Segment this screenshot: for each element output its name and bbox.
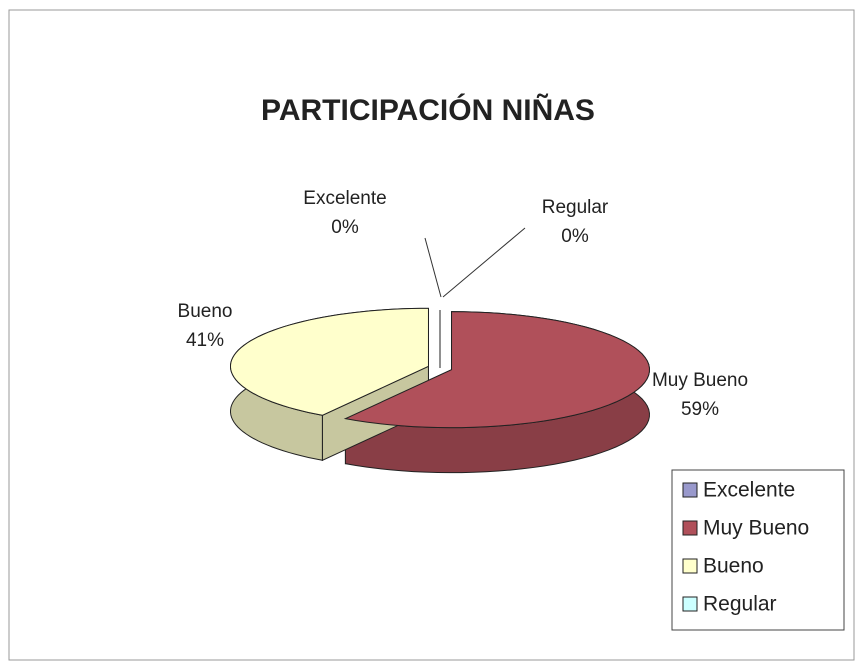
data-label-value: 0% xyxy=(561,226,589,247)
data-label-name: Excelente xyxy=(303,188,386,209)
legend-box xyxy=(671,469,845,631)
data-label-value: 41% xyxy=(186,330,224,351)
slice xyxy=(343,311,650,429)
data-label-name: Bueno xyxy=(178,301,233,322)
leader-line xyxy=(442,227,526,298)
data-label-value: 59% xyxy=(681,399,719,420)
legend-swatch xyxy=(682,520,698,536)
legend-label: Bueno xyxy=(703,555,764,578)
leader-line xyxy=(424,237,442,298)
data-label-name: Muy Bueno xyxy=(652,370,748,391)
legend-label: Muy Bueno xyxy=(703,517,809,540)
legend-label: Excelente xyxy=(703,479,795,502)
legend-swatch xyxy=(682,558,698,574)
data-label-value: 0% xyxy=(331,217,359,238)
data-label-name: Regular xyxy=(542,197,609,218)
slice xyxy=(230,307,429,416)
legend-swatch xyxy=(682,596,698,612)
legend-swatch xyxy=(682,482,698,498)
chart-title: PARTICIPACIÓN NIÑAS xyxy=(261,93,595,127)
legend-label: Regular xyxy=(703,593,777,616)
